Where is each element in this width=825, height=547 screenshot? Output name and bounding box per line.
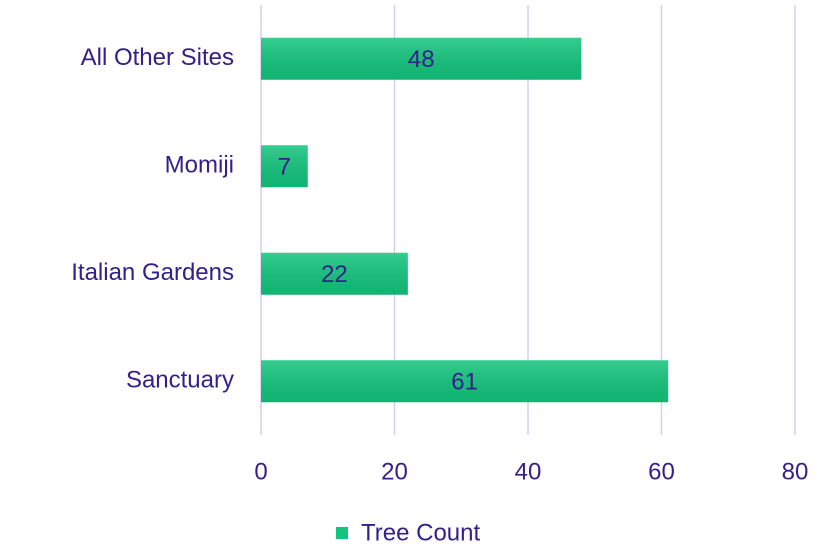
- x-tick-label: 20: [381, 458, 408, 485]
- legend-label: Tree Count: [361, 519, 481, 546]
- x-tick-label: 0: [254, 458, 267, 485]
- bar-shade: [261, 37, 582, 80]
- y-tick-label: Momiji: [165, 152, 234, 179]
- y-tick-label: Italian Gardens: [71, 259, 234, 286]
- x-tick-label: 40: [515, 458, 542, 485]
- x-tick-label: 80: [782, 458, 809, 485]
- bar-shade: [261, 252, 408, 295]
- data-label: 22: [321, 261, 348, 288]
- data-label: 7: [278, 154, 291, 181]
- x-tick-label: 60: [648, 458, 675, 485]
- y-tick-label: All Other Sites: [81, 44, 234, 71]
- bar-shade: [261, 145, 308, 188]
- data-label: 61: [451, 369, 478, 396]
- y-tick-label: Sanctuary: [126, 367, 234, 394]
- data-label: 48: [408, 46, 435, 73]
- bar-shade: [261, 360, 669, 403]
- legend-swatch: [336, 527, 348, 539]
